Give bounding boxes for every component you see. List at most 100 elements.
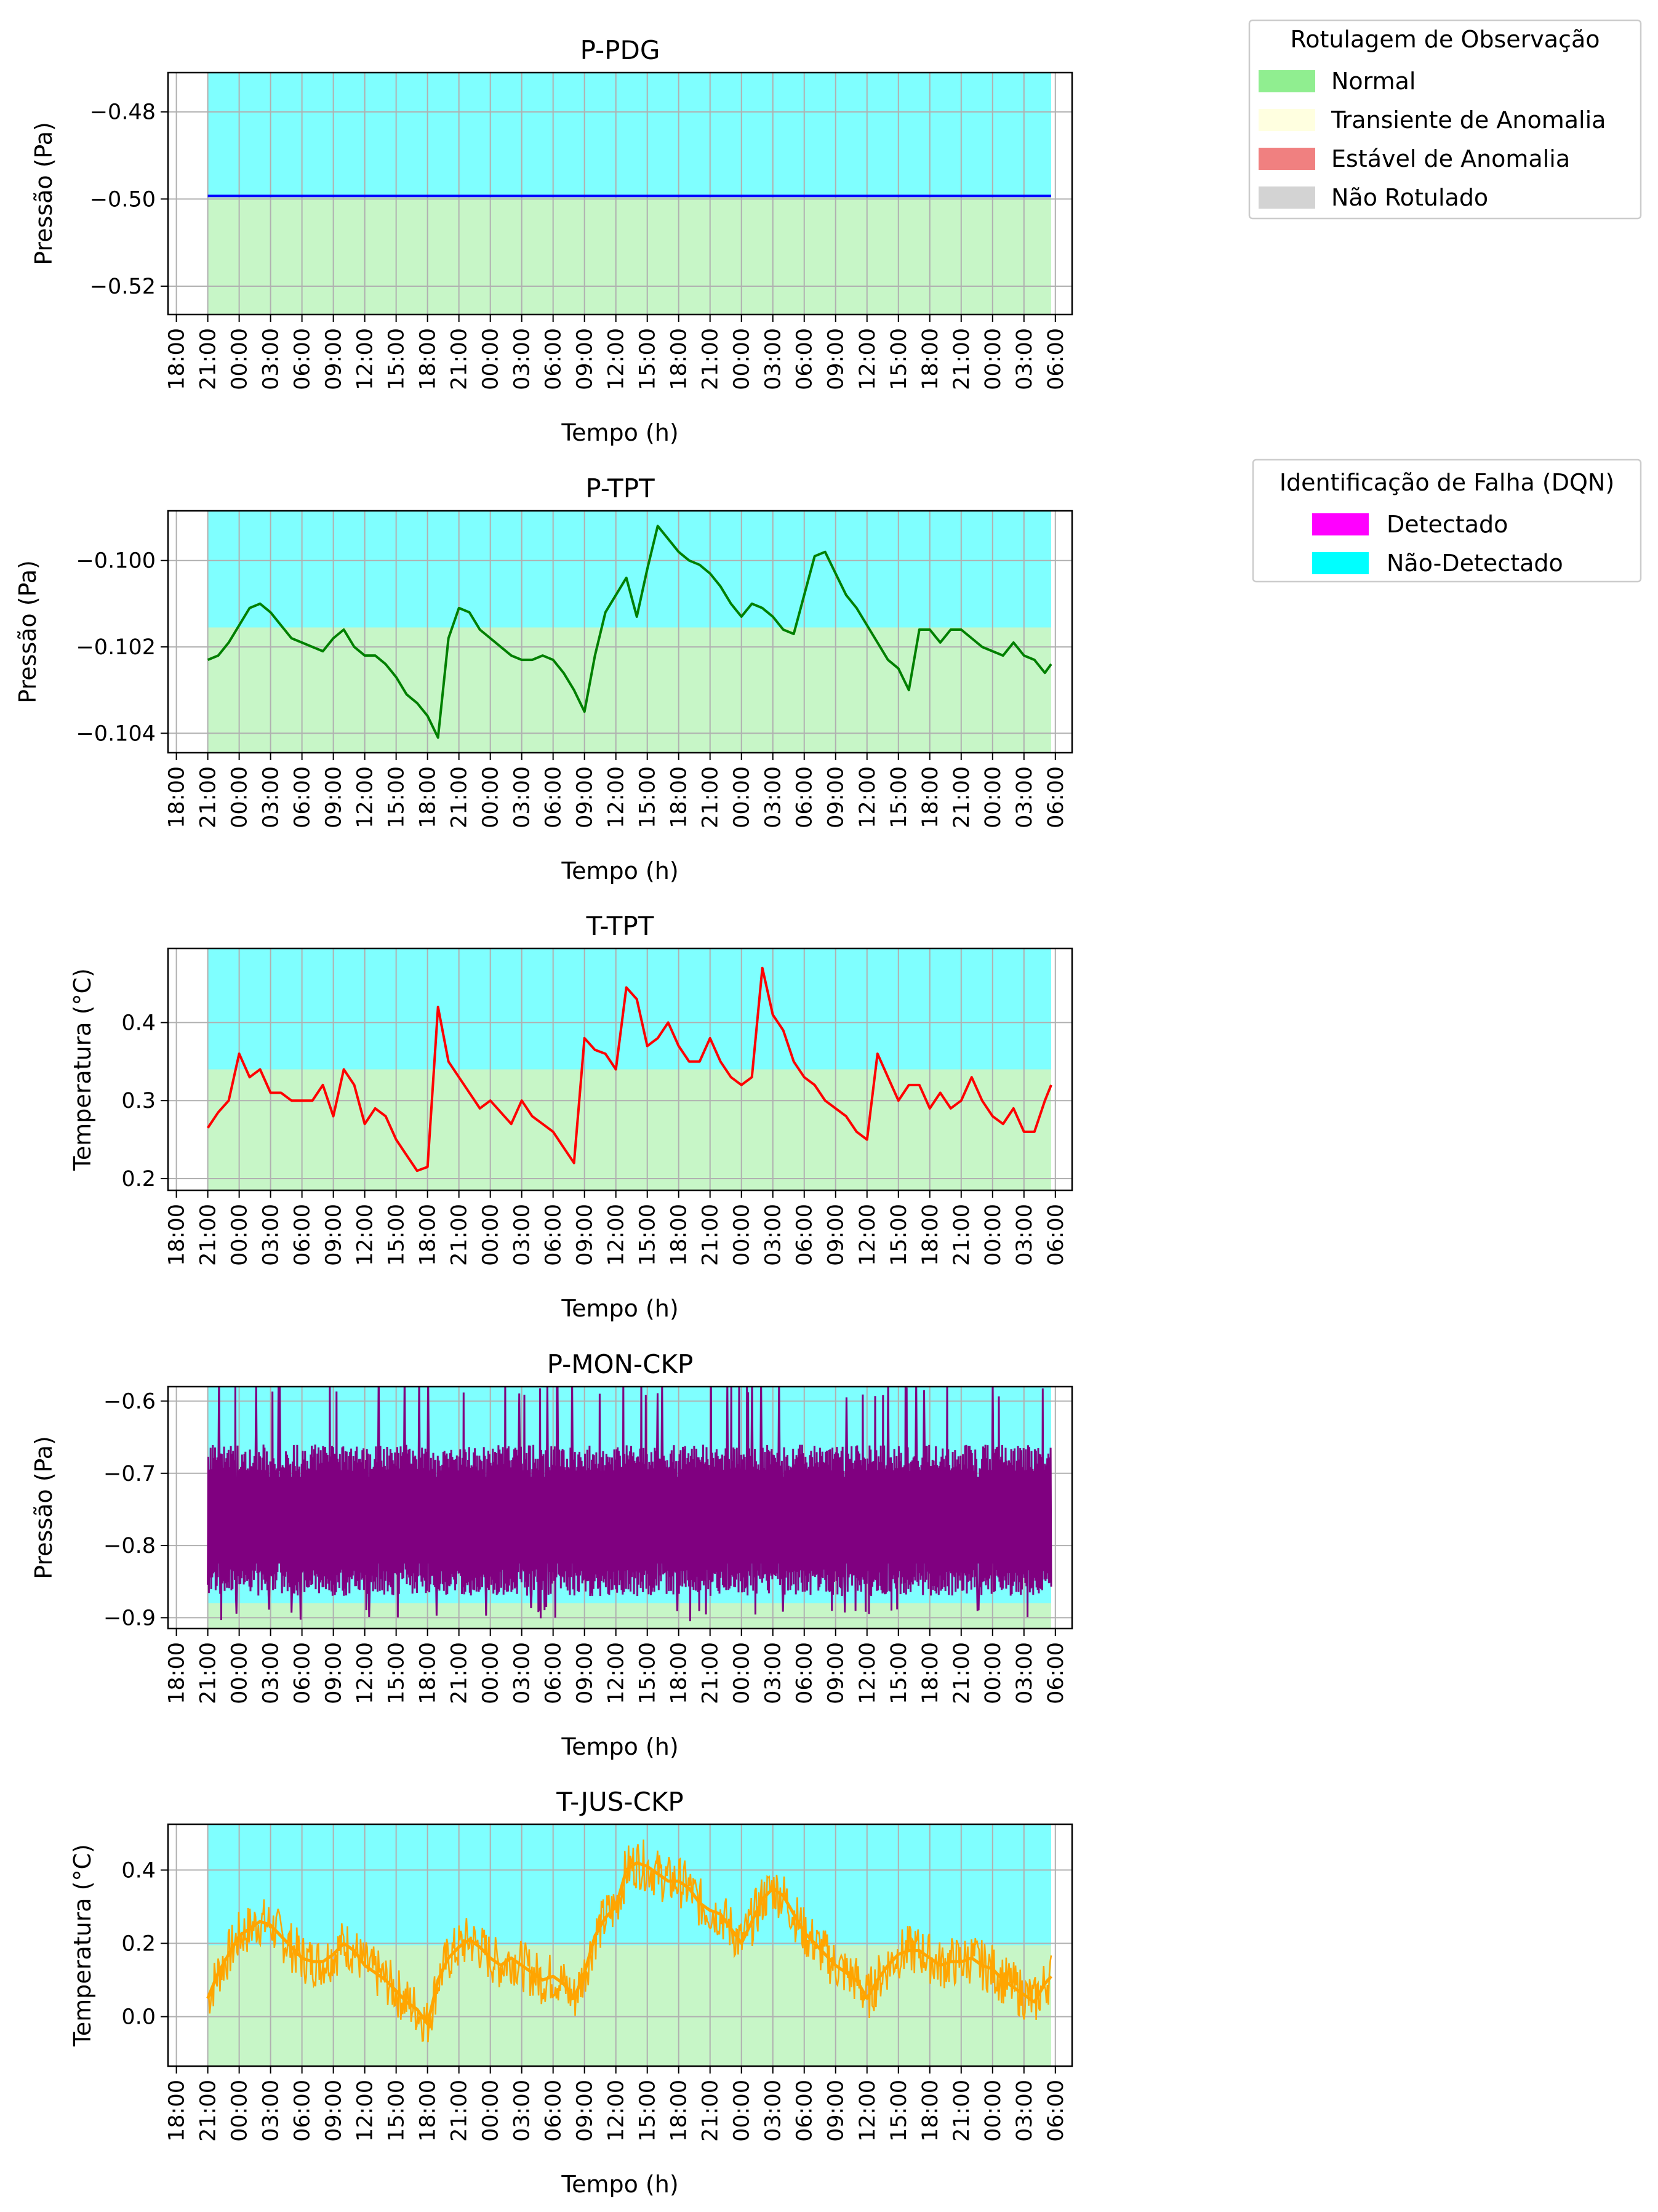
x-tick-label: 06:00 [542,766,566,828]
x-tick-label: 03:00 [761,1642,786,1704]
x-tick-label: 03:00 [259,1204,284,1266]
x-tick-label: 18:00 [416,766,441,828]
subplot-p-pdg: 18:00 21:00 00:00 03:00 06:00 09:00 12:00 15:00… [30,35,1073,446]
x-tick-label: 06:00 [1044,766,1068,828]
x-tick-label: 12:00 [353,1204,378,1266]
x-tick-label: 12:00 [353,2080,378,2142]
x-tick-label: 21:00 [196,766,221,828]
legend-swatch [1259,109,1315,131]
plot-area [168,73,1072,315]
legend-item-label: Estável de Anomalia [1331,145,1570,172]
x-tick-label: 03:00 [1012,1204,1037,1266]
x-tick-label: 15:00 [887,328,911,390]
x-tick-label: 12:00 [855,2080,880,2142]
x-tick-label: 12:00 [353,1642,378,1704]
region-normal [207,627,1051,753]
legend-swatch [1259,70,1315,92]
x-tick-label: 03:00 [1012,1642,1037,1704]
x-tick-label: 03:00 [761,1204,786,1266]
x-tick-label: 06:00 [1044,1204,1068,1266]
y-tick-label: −0.50 [90,187,156,212]
y-tick-label: −0.104 [76,721,156,746]
x-tick-label: 21:00 [447,1204,472,1266]
y-tick-label: −0.7 [103,1462,156,1486]
x-tick-label: 09:00 [573,328,598,390]
x-tick-label: 15:00 [887,766,911,828]
subplot-title: T-TPT [586,911,654,941]
plot-area [168,511,1072,753]
x-tick-label: 00:00 [228,328,252,390]
y-tick-label: 0.4 [121,1011,156,1035]
x-tick-label: 00:00 [479,1642,503,1704]
series-line [207,524,1052,739]
x-tick-label: 00:00 [730,1642,755,1704]
x-tick-label: 18:00 [667,1204,692,1266]
x-tick-label: 06:00 [793,766,817,828]
x-tick-label: 18:00 [416,328,441,390]
region-n-o-detectado [207,948,1051,1070]
axes-frame [167,510,1073,754]
x-tick-label: 03:00 [259,2080,284,2142]
x-axis-label: Tempo (h) [561,2171,678,2198]
series-line [207,1387,1052,1622]
x-axis-label: Tempo (h) [561,857,678,884]
x-tick-label: 00:00 [730,2080,755,2142]
x-tick-label: 00:00 [981,766,1006,828]
x-tick-label: 21:00 [196,1642,221,1704]
y-tick-label: −0.100 [76,549,156,574]
x-tick-label: 18:00 [165,1642,190,1704]
series-core [207,1477,1051,1564]
x-tick-label: 18:00 [667,2080,692,2142]
x-tick-label: 18:00 [918,2080,943,2142]
x-tick-label: 12:00 [855,1204,880,1266]
legend-item-label: Não Rotulado [1331,184,1488,211]
y-axis-label: Pressão (Pa) [30,1436,57,1579]
x-tick-label: 09:00 [573,1642,598,1704]
y-tick-label: −0.52 [90,274,156,299]
region-n-o-detectado [207,1824,1051,1946]
x-tick-label: 12:00 [855,1642,880,1704]
x-tick-label: 06:00 [542,1204,566,1266]
y-tick-label: 0.4 [121,1858,156,1883]
x-tick-label: 18:00 [667,328,692,390]
x-tick-label: 09:00 [824,2080,849,2142]
x-tick-label: 03:00 [510,1642,535,1704]
x-tick-label: 21:00 [950,2080,974,2142]
x-tick-label: 18:00 [416,1642,441,1704]
x-tick-label: 00:00 [730,766,755,828]
x-tick-label: 03:00 [510,766,535,828]
y-tick-label: −0.102 [76,635,156,660]
x-tick-label: 15:00 [385,1204,409,1266]
legend-swatch [1312,552,1369,574]
axes-frame [167,1385,1073,1630]
x-tick-label: 21:00 [950,766,974,828]
x-tick-label: 06:00 [793,328,817,390]
y-axis-label: Temperatura (°C) [69,1844,96,2047]
x-tick-label: 09:00 [573,766,598,828]
x-axis-label: Tempo (h) [561,1295,678,1322]
x-tick-label: 03:00 [761,328,786,390]
x-tick-label: 21:00 [699,766,723,828]
x-tick-label: 21:00 [447,1642,472,1704]
x-tick-label: 09:00 [573,1204,598,1266]
legend-title: Rotulagem de Observação [1291,26,1600,53]
series-line [206,966,1052,1172]
x-tick-label: 06:00 [793,2080,817,2142]
y-tick-label: −0.48 [90,100,156,125]
x-tick-label: 15:00 [636,2080,660,2142]
x-tick-label: 03:00 [510,328,535,390]
subplot-t-tpt: 18:00 21:00 00:00 03:00 06:00 09:00 12:00 15:00… [69,911,1073,1322]
x-tick-label: 00:00 [981,1642,1006,1704]
x-tick-label: 09:00 [322,1642,346,1704]
legend-swatch [1312,513,1369,535]
x-tick-label: 09:00 [322,2080,346,2142]
x-tick-label: 18:00 [165,766,190,828]
region-normal [207,1069,1051,1190]
x-tick-label: 15:00 [636,1642,660,1704]
y-tick-label: 0.0 [121,2005,156,2030]
series-noise [207,1839,1052,2043]
x-tick-label: 18:00 [165,1204,190,1266]
x-tick-label: 06:00 [290,328,315,390]
x-tick-label: 12:00 [353,328,378,390]
x-tick-label: 21:00 [699,1204,723,1266]
